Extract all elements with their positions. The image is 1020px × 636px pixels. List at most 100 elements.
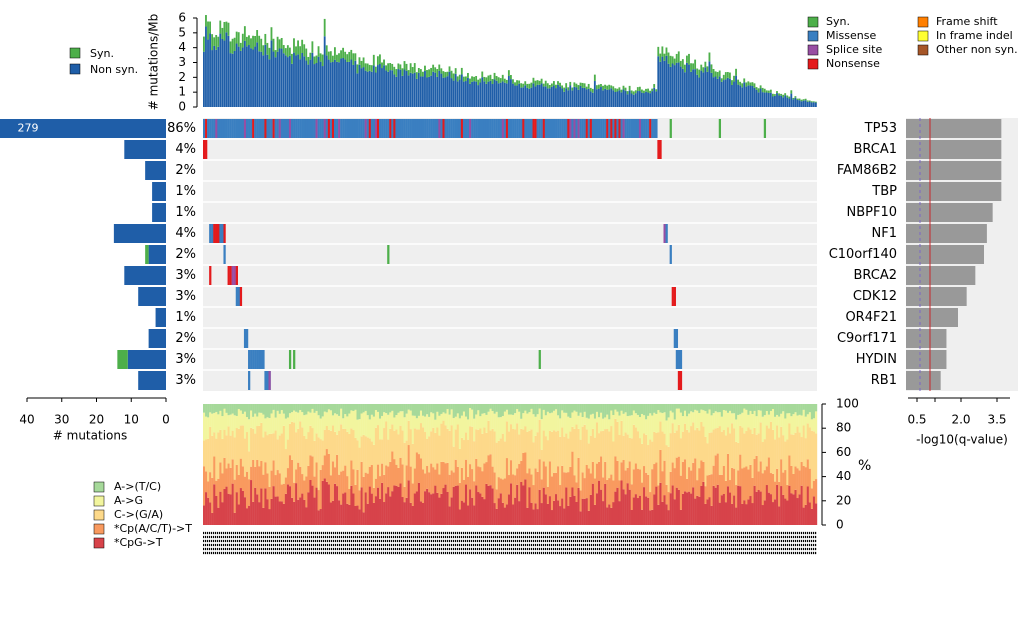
spectrum-segment (692, 412, 695, 423)
spectrum-segment (726, 453, 730, 487)
mutation-cell-missense (239, 119, 243, 138)
spectrum-segment (812, 404, 816, 419)
spectrum-segment (505, 409, 509, 422)
rate-bar-syn (458, 74, 461, 80)
rate-bar-nonsyn (802, 100, 805, 107)
rate-bar-syn (389, 62, 392, 71)
spectrum-segment (338, 430, 341, 475)
spectrum-segment (270, 470, 273, 499)
rate-bar-syn (667, 52, 670, 64)
spectrum-segment (481, 413, 484, 434)
spectrum-segment (317, 437, 320, 491)
spectrum-segment (675, 404, 679, 409)
spectrum-segment (643, 466, 646, 488)
rate-bar-syn (569, 81, 572, 86)
spectrum-segment (219, 429, 222, 463)
spectrum-segment (233, 479, 236, 513)
spectrum-segment (270, 498, 273, 525)
spectrum-segment (344, 414, 347, 429)
spectrum-segment (718, 404, 722, 413)
spectrum-segment (526, 413, 529, 432)
spectrum-segment (600, 456, 603, 490)
spectrum-segment (385, 465, 388, 494)
spectrum-segment (712, 429, 715, 466)
spectrum-segment (450, 409, 453, 426)
rate-bar-syn (591, 88, 594, 93)
spectrum-segment (784, 404, 787, 419)
spectrum-segment (239, 425, 243, 459)
mutation-cell-missense (598, 119, 601, 138)
spectrum-segment (211, 477, 214, 513)
spectrum-segment (561, 410, 564, 428)
spectrum-segment (659, 449, 662, 483)
spectrum-segment (395, 485, 398, 525)
spectrum-segment (299, 421, 302, 467)
spectrum-segment (446, 491, 449, 525)
spectrum-segment (464, 484, 468, 525)
rate-bar-nonsyn (806, 101, 809, 107)
spectrum-segment (207, 497, 210, 525)
spectrum-segment (728, 492, 732, 525)
spectrum-segment (348, 433, 351, 490)
mutation-cell-missense (313, 119, 316, 138)
spectrum-segment (716, 484, 719, 525)
spectrum-segment (436, 492, 439, 525)
spectrum-segment (722, 465, 726, 494)
spectrum-segment (286, 468, 290, 485)
spectrum-segment (647, 474, 650, 498)
spectrum-segment (241, 413, 245, 426)
rate-bar-nonsyn (542, 86, 545, 107)
spectrum-segment (569, 404, 572, 418)
spectrum-segment (722, 430, 726, 466)
spectrum-segment (262, 474, 265, 508)
spectrum-segment (542, 404, 545, 410)
spectrum-segment (548, 461, 552, 497)
mutation-cell-missense (552, 119, 556, 138)
rate-bar-nonsyn (250, 48, 252, 107)
spectrum-segment (675, 430, 679, 458)
spectrum-segment (231, 459, 234, 484)
rate-bar-nonsyn (681, 68, 684, 107)
spectrum-segment (280, 404, 284, 411)
spectrum-segment (215, 438, 218, 481)
spectrum-segment (806, 414, 810, 424)
spectrum-segment (485, 414, 488, 433)
spectrum-segment (493, 404, 496, 414)
rate-bar-nonsyn (628, 90, 631, 107)
rate-bar-nonsyn (315, 63, 318, 107)
spectrum-segment (237, 404, 241, 410)
spectrum-segment (481, 433, 484, 472)
mutation-cell-nonsense (534, 119, 537, 138)
spectrum-segment (389, 404, 392, 413)
spectrum-segment (264, 462, 267, 489)
spectrum-segment (393, 404, 396, 418)
spectrum-segment (741, 404, 744, 413)
rate-bar-nonsyn (479, 82, 482, 107)
spectrum-segment (397, 486, 400, 525)
spectrum-segment (205, 416, 208, 440)
spectrum-segment (207, 481, 210, 498)
tp53-count-label: 279 (18, 122, 39, 135)
rate-bar-nonsyn (440, 73, 443, 107)
mutation-cell-missense (409, 119, 412, 138)
spectrum-segment (372, 404, 376, 417)
rate-bar-nonsyn (293, 52, 295, 107)
mutation-cell-nonsense (589, 119, 593, 138)
spectrum-segment (421, 469, 425, 504)
mutation-cell-missense (297, 119, 300, 138)
mutation-cell-missense (479, 119, 482, 138)
spectrum-y-tick-label: 80 (836, 421, 851, 435)
spectrum-segment (655, 404, 658, 414)
rate-bar-nonsyn (612, 90, 615, 107)
spectrum-segment (421, 404, 425, 416)
rate-bar-syn (409, 63, 412, 73)
rate-bar-syn (782, 94, 785, 98)
spectrum-segment (571, 404, 574, 413)
spectrum-segment (690, 411, 693, 427)
spectrum-segment (333, 431, 337, 468)
spectrum-segment (518, 411, 521, 435)
spectrum-segment (550, 404, 554, 413)
spectrum-segment (514, 497, 517, 525)
gene-name-label: FAM86B2 (837, 163, 897, 178)
top-y-tick-label: 3 (178, 55, 186, 69)
